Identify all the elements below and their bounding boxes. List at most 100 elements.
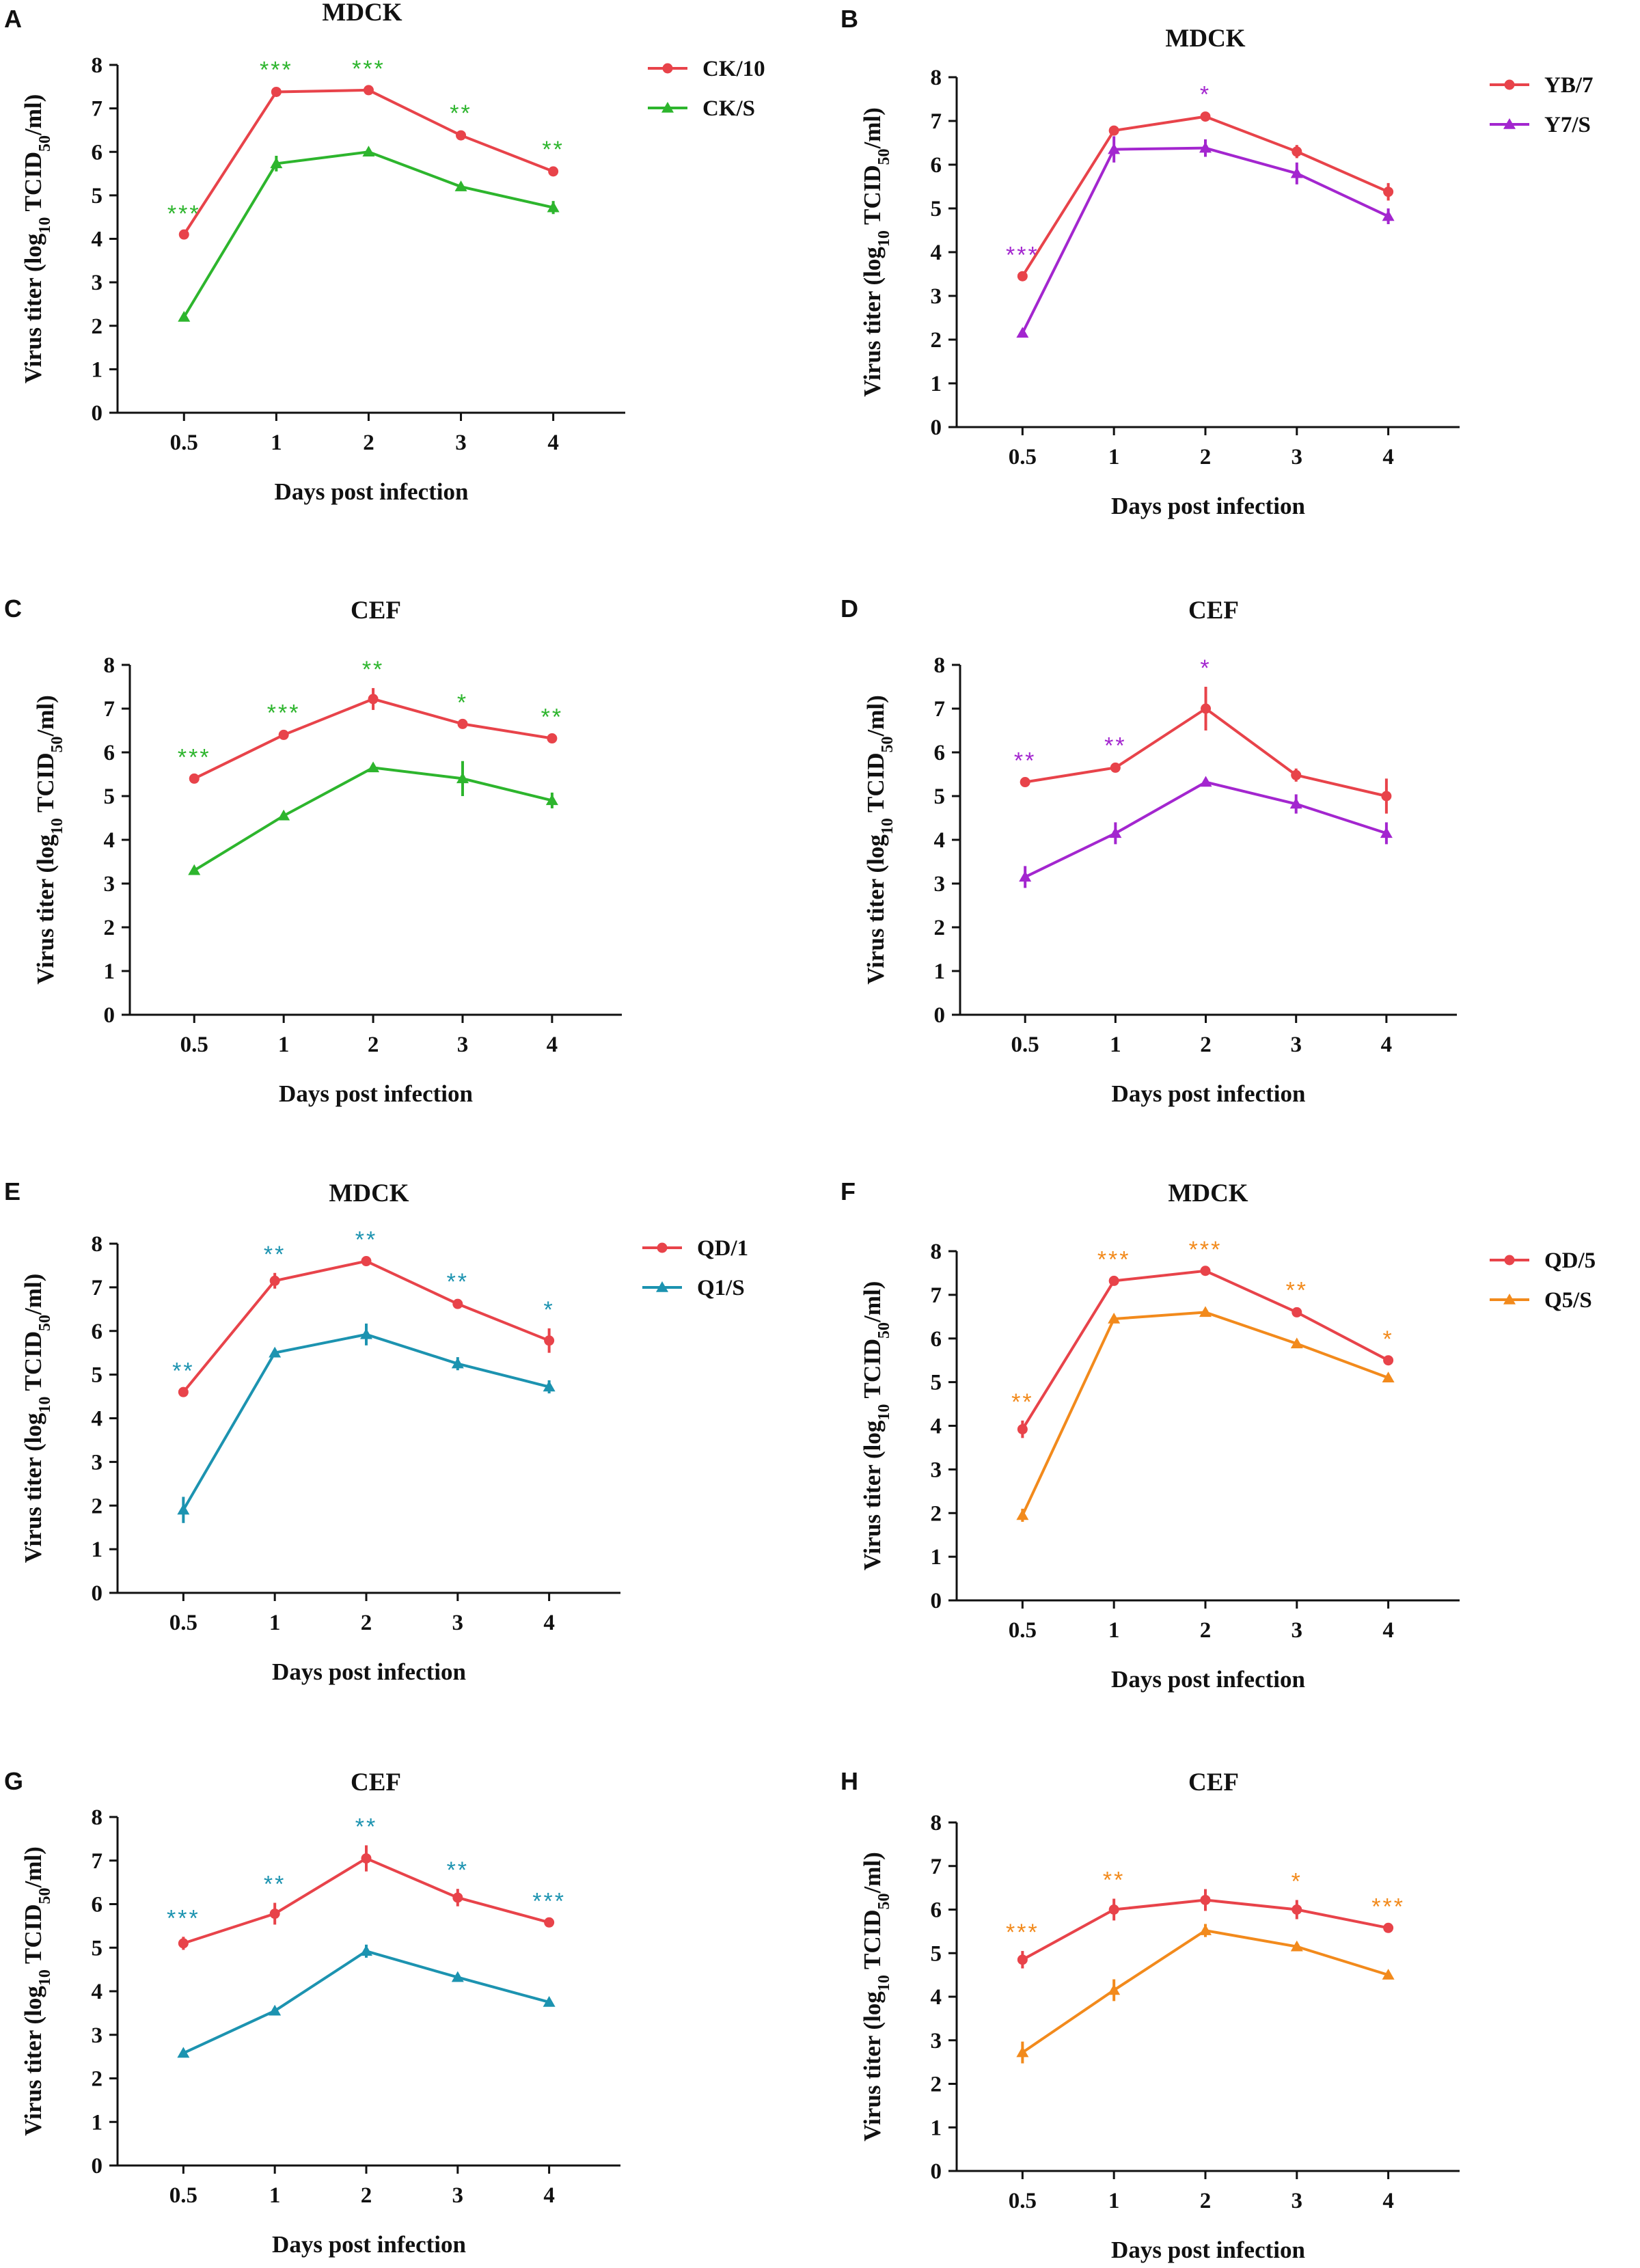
series-yb-7 [1017, 111, 1394, 282]
x-tick-label: 4 [1381, 1033, 1393, 1057]
x-tick-label: 3 [455, 431, 467, 455]
y-tick-label: 0 [104, 1003, 115, 1028]
data-point [452, 1892, 463, 1903]
y-tick-label: 5 [934, 784, 946, 809]
x-tick-label: 4 [543, 2183, 555, 2208]
y-tick-label: 6 [92, 140, 103, 165]
data-point [1017, 1954, 1028, 1965]
data-point [451, 1971, 464, 1982]
panel-letter-c: C [4, 595, 22, 623]
panel-letter-f: F [840, 1177, 856, 1205]
y-tick-label: 8 [931, 66, 942, 90]
significance-label: ** [264, 1242, 286, 1268]
y-tick-label: 1 [931, 1545, 942, 1570]
series-y7-s [1016, 136, 1395, 338]
data-point [1108, 1275, 1119, 1286]
y-axis-label-e: Virus titer (log10 TCID50/ml) [20, 1274, 54, 1563]
series-q5-s [1016, 1306, 1395, 1522]
y-tick-label: 8 [931, 1811, 942, 1835]
series-ck-10 [189, 687, 558, 784]
x-tick-label: 0.5 [169, 1611, 197, 1635]
y-tick-label: 7 [92, 1276, 103, 1300]
legend-b: YB/7 Y7/S [1490, 73, 1594, 137]
x-tick-label: 2 [361, 1611, 372, 1635]
y-tick-label: 0 [934, 1003, 946, 1028]
data-point [1016, 2046, 1029, 2058]
y-tick-label: 7 [931, 1855, 942, 1879]
data-point [547, 733, 558, 744]
legend-label: CK/10 [702, 57, 765, 81]
y-tick-label: 4 [934, 828, 946, 853]
x-tick-label: 2 [368, 1033, 379, 1057]
x-tick-label: 0.5 [1011, 1033, 1039, 1057]
panel-letter-b: B [840, 5, 858, 33]
x-tick-label: 2 [1200, 2189, 1212, 2213]
significance-label: ** [1011, 1389, 1033, 1415]
series-ck-s [178, 146, 560, 322]
x-tick-label: 4 [547, 1033, 558, 1057]
y-tick-label: 0 [92, 1581, 103, 1606]
y-tick-label: 3 [92, 2023, 103, 2048]
significance-label: * [544, 1297, 555, 1323]
chart-title-e: MDCK [329, 1179, 409, 1207]
data-point [1290, 167, 1303, 178]
panel-h: H CEF 0 1 2 3 4 5 6 7 8 0.5 1 2 3 4 Days post infection V… [840, 1767, 1460, 2263]
legend-marker [1503, 1294, 1516, 1304]
significance-label: ** [355, 1227, 377, 1253]
data-point [278, 729, 289, 740]
data-point [1383, 187, 1394, 197]
x-axis-label-b: Days post infection [1111, 493, 1305, 519]
data-point [1016, 1509, 1029, 1520]
panel-letter-a: A [4, 5, 22, 33]
data-point [1199, 776, 1212, 787]
panel-b: B MDCK 0 1 2 3 4 5 6 7 8 0.5 1 2 3 4 Days post infection… [840, 5, 1594, 519]
data-point [1292, 1307, 1302, 1317]
y-tick-label: 8 [92, 53, 103, 78]
x-tick-label: 1 [278, 1033, 290, 1057]
legend-label: QD/5 [1544, 1248, 1596, 1273]
panel-g: G CEF 0 1 2 3 4 5 6 7 8 0.5 1 2 3 4 Days post infection V… [4, 1767, 620, 2258]
y-tick-label: 2 [92, 1494, 103, 1518]
significance-label: *** [532, 1888, 566, 1914]
panel-f: F MDCK 0 1 2 3 4 5 6 7 8 0.5 1 2 3 4 Days post infection… [840, 1177, 1596, 1693]
x-tick-label: 1 [269, 2183, 281, 2208]
x-tick-label: 1 [269, 1611, 281, 1635]
series-line [1021, 146, 1389, 334]
significance-label: ** [447, 1269, 469, 1295]
y-tick-label: 4 [104, 828, 115, 853]
y-tick-label: 1 [92, 2110, 103, 2135]
x-tick-label: 2 [1200, 1033, 1212, 1057]
x-axis-label-c: Days post infection [279, 1080, 473, 1107]
data-point [189, 773, 200, 784]
data-point [1108, 143, 1121, 154]
x-tick-label: 0.5 [1009, 1618, 1037, 1643]
y-tick-label: 6 [92, 1893, 103, 1917]
data-point [1201, 703, 1212, 714]
series-y7-s [1019, 776, 1393, 888]
series-line [193, 766, 553, 872]
data-point [177, 2047, 190, 2058]
x-tick-label: 4 [543, 1611, 555, 1635]
y-tick-label: 1 [92, 357, 103, 382]
panel-a: A MDCK 0 1 2 3 4 5 6 7 8 0.5 1 2 3 4 Days post infection… [4, 0, 765, 505]
significance-label: *** [1006, 1919, 1039, 1945]
y-tick-label: 3 [92, 1450, 103, 1475]
panel-letter-h: H [840, 1767, 858, 1795]
x-tick-label: 0.5 [169, 2183, 197, 2208]
data-point [178, 1386, 189, 1397]
chart-title-f: MDCK [1168, 1179, 1248, 1207]
y-tick-label: 0 [92, 401, 103, 426]
y-tick-label: 2 [931, 328, 942, 353]
x-axis-label-a: Days post infection [275, 478, 469, 505]
data-point [1383, 1922, 1394, 1933]
data-point [1290, 1940, 1303, 1952]
data-point [457, 718, 468, 729]
data-point [277, 809, 290, 821]
y-tick-label: 5 [92, 1936, 103, 1960]
data-point [548, 166, 559, 177]
y-tick-label: 7 [92, 97, 103, 122]
significance-label: *** [260, 57, 293, 83]
significance-label: *** [1371, 1894, 1405, 1919]
data-point [1200, 111, 1211, 122]
series-line [182, 1950, 550, 2055]
